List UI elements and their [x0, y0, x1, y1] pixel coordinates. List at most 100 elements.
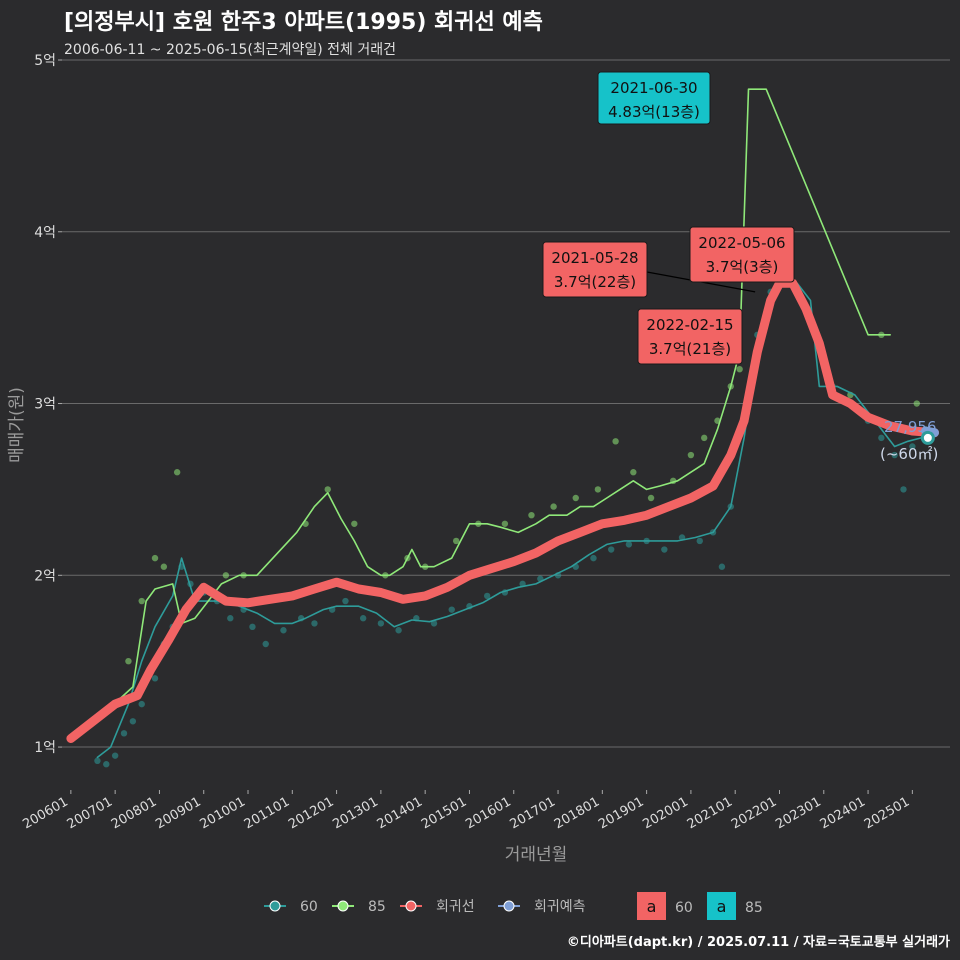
scatter-point-85: [160, 563, 168, 570]
y-axis-title: 매매가(원): [7, 387, 27, 463]
x-tick-label: 202001: [640, 794, 690, 832]
scatter-point-85: [736, 365, 743, 373]
scatter-point-60: [151, 675, 159, 682]
annotation-date: 2021-06-30: [610, 79, 697, 97]
annotation-box: [689, 226, 795, 283]
scatter-point-60: [448, 606, 455, 613]
series-line-85: [118, 88, 891, 700]
legend-box-label: 60: [675, 900, 693, 916]
annotation-date: 2022-02-15: [646, 316, 733, 334]
scatter-point-60: [262, 640, 269, 648]
end-unit-label: (~60㎡): [880, 445, 938, 463]
scatter-point-60: [718, 563, 726, 570]
x-tick-label: 200801: [109, 794, 159, 832]
line-layer: [66, 88, 939, 759]
scatter-point-85: [550, 503, 557, 510]
x-tick-label: 202401: [818, 794, 868, 832]
x-tick-label: 201801: [552, 794, 602, 832]
scatter-point-60: [342, 597, 349, 605]
legend-label: 60: [300, 899, 318, 915]
legend-box-glyph: a: [717, 897, 727, 916]
x-tick-label: 202301: [773, 794, 823, 832]
scatter-point-60: [696, 537, 703, 545]
legend-box-glyph: a: [647, 897, 657, 916]
legend-box-swatch: [637, 892, 666, 920]
scatter-point-60: [590, 554, 597, 562]
annotation-layer: 27,956 (~60㎡) 2021-06-30 4.83억(13층) 2021-05-…: [542, 71, 938, 463]
scatter-point-85: [612, 438, 619, 445]
scatter-point-60: [878, 434, 885, 442]
scatter-point-60: [120, 730, 128, 737]
axis-layer: 1억 2억 3억 4억 5억 200601200701200801200901201001…: [7, 53, 913, 865]
x-axis-title: 거래년월: [505, 845, 568, 865]
scatter-point-85: [700, 434, 708, 442]
x-tick-label: 200701: [65, 794, 115, 832]
series-line-60: [96, 282, 922, 759]
y-tick-label: 3억: [34, 397, 56, 413]
legend-label: 85: [368, 899, 386, 915]
scatter-point-60: [891, 451, 898, 459]
x-tick-label: 202501: [862, 794, 912, 832]
scatter-point-85: [173, 469, 181, 476]
x-tick-label: 201301: [330, 794, 380, 832]
legend: 60 85 회귀선 회귀예측 a 60 a 85: [264, 892, 763, 920]
y-tick-label: 1억: [34, 740, 56, 756]
x-tick-label: 202201: [729, 794, 779, 832]
scatter-point-60: [377, 620, 385, 627]
y-tick-label: 5억: [34, 53, 56, 69]
end-point-marker: [920, 430, 935, 445]
series-line-regression: [66, 278, 939, 743]
annotation-box: [597, 71, 711, 125]
scatter-point-60: [607, 546, 615, 553]
y-tick-label: 4억: [34, 225, 56, 241]
scatter-point-85: [594, 486, 602, 493]
annotation-price: 3.7억(22층): [554, 273, 636, 291]
legend-swatch-dot: [337, 900, 349, 912]
annotation-price: 4.83억(13층): [608, 103, 700, 121]
chart-subtitle: 2006-06-11 ~ 2025-06-15(최근계약일) 전체 거래건: [64, 42, 396, 58]
scatter-point-85: [222, 572, 230, 579]
scatter-point-60: [483, 592, 491, 600]
x-tick-label: 201701: [508, 794, 558, 832]
scatter-point-60: [111, 752, 119, 759]
scatter-point-85: [501, 520, 509, 527]
x-tick-label: 201001: [198, 794, 248, 832]
legend-swatch-dot: [405, 900, 417, 912]
scatter-point-85: [647, 494, 655, 502]
scatter-point-85: [452, 537, 460, 545]
grid-layer: [62, 59, 950, 748]
x-tick-label: 201501: [419, 794, 469, 832]
scatter-point-60: [227, 615, 234, 622]
x-tick-label: 200601: [20, 794, 70, 832]
x-tick-label: 201201: [286, 794, 336, 832]
scatter-point-60: [625, 541, 633, 548]
scatter-layer: [94, 288, 929, 768]
scatter-point-85: [630, 469, 637, 476]
y-tick-label: 2억: [34, 568, 56, 584]
legend-label: 회귀예측: [534, 899, 586, 915]
scatter-point-85: [151, 554, 159, 562]
scatter-point-85: [351, 520, 358, 527]
x-tick-label: 201601: [463, 794, 513, 832]
annotation-price: 3.7억(21층): [649, 340, 731, 358]
scatter-point-85: [687, 451, 695, 459]
credit-text: ©디아파트(dapt.kr) / 2025.07.11 / 자료=국토교통부 실…: [566, 935, 950, 950]
scatter-point-85: [913, 400, 920, 407]
end-value-label: 27,956: [884, 418, 937, 436]
annotation-box: [542, 241, 648, 298]
x-tick-label: 202101: [685, 794, 735, 832]
x-tick-label: 201401: [375, 794, 425, 832]
scatter-point-85: [125, 657, 132, 665]
scatter-point-60: [909, 443, 916, 450]
scatter-point-60: [103, 761, 110, 768]
scatter-point-85: [324, 486, 331, 493]
scatter-point-60: [900, 486, 907, 493]
x-tick-label: 201101: [242, 794, 292, 832]
legend-label: 회귀선: [436, 899, 475, 915]
scatter-point-60: [249, 623, 256, 631]
scatter-point-60: [359, 615, 367, 622]
legend-swatch-dot: [269, 900, 281, 912]
scatter-point-60: [430, 620, 438, 627]
annotation-box: [637, 308, 743, 365]
